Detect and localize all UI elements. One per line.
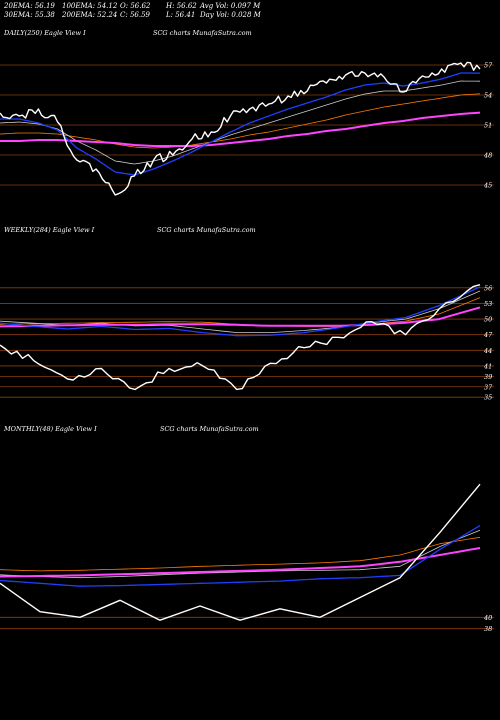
monthly-panel-label: MONTHLY(48) Eagle View I	[4, 425, 97, 433]
weekly-ema20-line	[0, 286, 481, 337]
monthly-ema200-line	[0, 547, 481, 578]
tick-label-daily-54: 54	[484, 92, 492, 100]
daily-price-line	[0, 61, 481, 196]
tick-label-weekly-53: 53	[484, 300, 492, 308]
header-ema200: 200EMA: 52.24	[62, 11, 118, 19]
tick-label-daily-48: 48	[483, 152, 492, 160]
header-close: C: 56.59	[120, 11, 150, 19]
weekly-panel-label: WEEKLY(284) Eagle View I	[4, 226, 95, 234]
daily-ema200-line	[0, 111, 481, 147]
tick-label-monthly-40: 40	[483, 614, 492, 622]
tick-label-weekly-37: 37	[484, 383, 493, 391]
monthly-panel-source: SCG charts MunafaSutra.com	[160, 425, 259, 433]
header-dayvol: Day Vol: 0.028 M	[200, 11, 261, 19]
monthly-ema100-line	[0, 536, 481, 572]
weekly-panel-source: SCG charts MunafaSutra.com	[157, 226, 256, 234]
daily-ema30-line	[0, 80, 481, 165]
daily-panel-source: SCG charts MunafaSutra.com	[153, 29, 252, 37]
monthly-price-line	[0, 483, 481, 621]
header-ema30: 30EMA: 55.38	[4, 11, 55, 19]
tick-label-weekly-41: 41	[483, 362, 492, 370]
weekly-price-line	[0, 284, 481, 391]
header-open: O: 56.62	[120, 2, 151, 10]
daily-panel-label: DAILY(250) Eagle View I	[4, 29, 86, 37]
weekly-ema30-line	[0, 290, 481, 333]
tick-label-weekly-44: 44	[483, 347, 492, 355]
monthly-ema30-line	[0, 529, 481, 579]
header-ema100: 100EMA: 54.12	[62, 2, 118, 10]
header-low: L: 56.41	[166, 11, 196, 19]
daily-ema100-line	[0, 93, 481, 149]
header-ema20: 20EMA: 56.19	[4, 2, 55, 10]
tick-label-weekly-35: 35	[484, 394, 492, 402]
monthly-ema20-line	[0, 525, 481, 587]
tick-label-weekly-39: 39	[484, 373, 492, 381]
tick-label-daily-45: 45	[483, 182, 492, 190]
weekly-ema200-line	[0, 306, 481, 328]
tick-label-monthly-38: 38	[484, 625, 492, 633]
tick-label-weekly-47: 47	[483, 331, 493, 339]
daily-ema20-line	[0, 72, 480, 176]
header-avgvol: Avg Vol: 0.097 M	[200, 2, 261, 10]
header-high: H: 56.62	[166, 2, 197, 10]
tick-label-daily-51: 51	[484, 122, 492, 130]
tick-label-weekly-56: 56	[484, 284, 492, 292]
tick-label-weekly-50: 50	[484, 316, 492, 324]
tick-label-daily-57: 57	[484, 62, 493, 70]
